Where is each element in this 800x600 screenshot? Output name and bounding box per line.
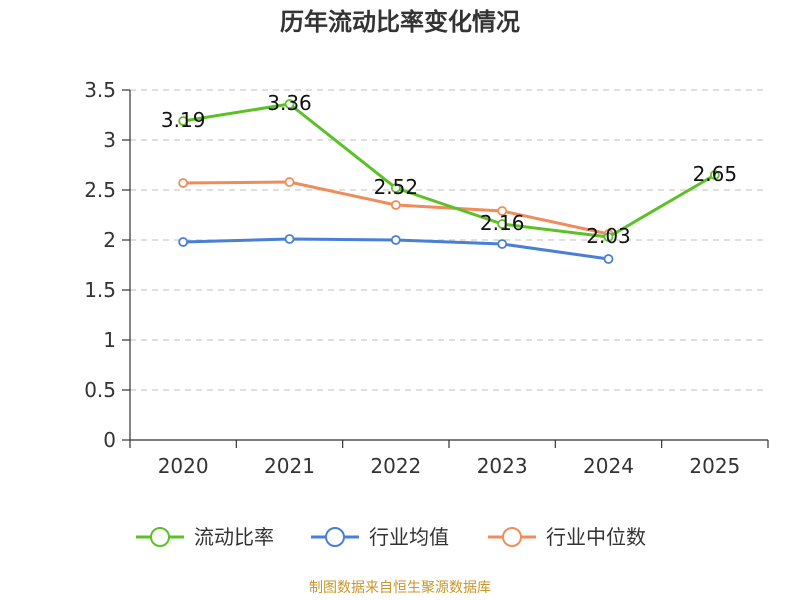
source-note: 制图数据来自恒生聚源数据库 bbox=[309, 580, 491, 596]
legend-marker bbox=[325, 527, 345, 547]
series-layer bbox=[178, 99, 720, 264]
y-tick-label: 1.5 bbox=[84, 278, 116, 302]
data-label-layer: 3.19 3.36 2.52 2.16 2.03 2.65 bbox=[161, 91, 737, 248]
data-point bbox=[497, 219, 508, 229]
data-label: 2.03 bbox=[586, 224, 631, 248]
data-label: 3.36 bbox=[267, 91, 312, 115]
data-point bbox=[390, 200, 401, 210]
data-point bbox=[709, 170, 720, 180]
data-point bbox=[178, 237, 189, 247]
data-point bbox=[284, 234, 295, 244]
data-point bbox=[178, 116, 189, 126]
data-point bbox=[497, 239, 508, 249]
data-point bbox=[603, 232, 614, 242]
x-tick-label: 2022 bbox=[370, 454, 421, 478]
series-line-0 bbox=[182, 102, 716, 239]
x-tick-label: 2024 bbox=[583, 454, 634, 478]
legend-label: 行业均值 bbox=[369, 525, 449, 549]
data-point bbox=[178, 178, 189, 188]
data-label: 2.52 bbox=[374, 175, 419, 199]
legend-marker bbox=[150, 527, 170, 547]
x-tick-label: 2025 bbox=[689, 454, 740, 478]
data-point bbox=[603, 254, 614, 264]
y-tick-label: 2.5 bbox=[84, 178, 116, 202]
chart-title: 历年流动比率变化情况 bbox=[280, 8, 520, 36]
y-tick-label: 2 bbox=[103, 228, 116, 252]
y-tick-label: 3.5 bbox=[84, 78, 116, 102]
y-tick-label: 1 bbox=[103, 328, 116, 352]
data-point bbox=[390, 235, 401, 245]
y-tick-label: 0.5 bbox=[84, 378, 116, 402]
legend-item-2: 行业中位数 bbox=[488, 525, 646, 549]
data-label: 2.65 bbox=[693, 162, 738, 186]
x-tick-label: 2021 bbox=[264, 454, 315, 478]
data-point bbox=[390, 183, 401, 193]
data-label: 3.19 bbox=[161, 108, 206, 132]
legend: 流动比率 行业均值 行业中位数 bbox=[136, 525, 646, 549]
data-point bbox=[284, 177, 295, 187]
y-tick-label: 0 bbox=[103, 428, 116, 452]
legend-item-1: 行业均值 bbox=[311, 525, 449, 549]
data-label: 2.16 bbox=[480, 211, 525, 235]
x-tick-label: 2023 bbox=[477, 454, 528, 478]
data-point bbox=[497, 206, 508, 216]
data-point bbox=[284, 99, 295, 109]
legend-marker bbox=[502, 527, 522, 547]
legend-label: 流动比率 bbox=[194, 525, 274, 549]
y-tick-label: 3 bbox=[103, 128, 116, 152]
legend-item-0: 流动比率 bbox=[136, 525, 274, 549]
x-tick-label: 2020 bbox=[158, 454, 209, 478]
grid-layer bbox=[130, 89, 768, 391]
axis-layer: 0 0.5 1 1.5 2 2.5 3 3.5 2020 2021 2022 2023 2024 2025 bbox=[84, 78, 769, 478]
legend-label: 行业中位数 bbox=[546, 525, 646, 549]
